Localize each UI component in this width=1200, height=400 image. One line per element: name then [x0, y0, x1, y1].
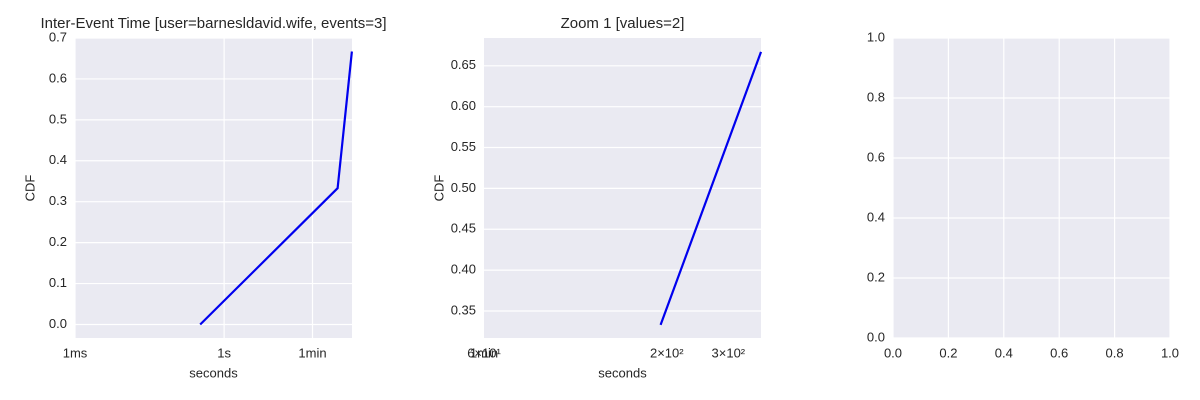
y-tick-label: 0.8: [867, 89, 885, 104]
x-tick-label: 1min: [470, 345, 498, 360]
x-tick-label: 0.4: [995, 345, 1013, 360]
x-tick-label: 0.8: [1106, 345, 1124, 360]
y-axis-label: CDF: [431, 175, 446, 202]
chart-title: Inter-Event Time [user=barnesldavid.wife…: [40, 15, 386, 32]
x-axis-label: seconds: [189, 365, 238, 380]
x-tick-label: 2×10²: [650, 345, 684, 360]
y-tick-label: 0.4: [867, 209, 885, 224]
x-tick-label: 1min: [298, 345, 326, 360]
y-tick-label: 0.45: [451, 221, 476, 236]
y-tick-label: 0.35: [451, 302, 476, 317]
y-tick-label: 0.6: [49, 70, 67, 85]
y-tick-label: 0.40: [451, 262, 476, 277]
y-tick-label: 0.2: [867, 269, 885, 284]
y-tick-label: 0.65: [451, 57, 476, 72]
x-tick-label: 0.6: [1050, 345, 1068, 360]
x-tick-label: 0.0: [884, 345, 902, 360]
x-tick-label: 6×10¹: [467, 345, 501, 360]
x-tick-label: 0.2: [939, 345, 957, 360]
y-tick-label: 0.7: [49, 29, 67, 44]
data-line: [659, 51, 763, 326]
y-tick-label: 0.50: [451, 180, 476, 195]
data-line: [199, 51, 353, 326]
y-tick-label: 0.0: [49, 316, 67, 331]
y-tick-label: 0.4: [49, 152, 67, 167]
plot-area: [893, 38, 1170, 338]
y-tick-label: 1.0: [867, 29, 885, 44]
y-tick-label: 0.6: [867, 149, 885, 164]
y-tick-label: 0.2: [49, 234, 67, 249]
plot-area: [75, 38, 352, 338]
y-tick-label: 0.3: [49, 193, 67, 208]
y-tick-label: 0.55: [451, 139, 476, 154]
x-tick-label: 1.0: [1161, 345, 1179, 360]
y-tick-label: 0.0: [867, 329, 885, 344]
x-tick-label: 1ms: [63, 345, 88, 360]
x-tick-label: 3×10²: [712, 345, 746, 360]
y-tick-label: 0.60: [451, 98, 476, 113]
x-tick-label: 1s: [217, 345, 231, 360]
y-tick-label: 0.5: [49, 111, 67, 126]
y-axis-label: CDF: [22, 175, 37, 202]
y-tick-label: 0.1: [49, 275, 67, 290]
chart-title: Zoom 1 [values=2]: [561, 15, 685, 32]
x-axis-label: seconds: [598, 365, 647, 380]
